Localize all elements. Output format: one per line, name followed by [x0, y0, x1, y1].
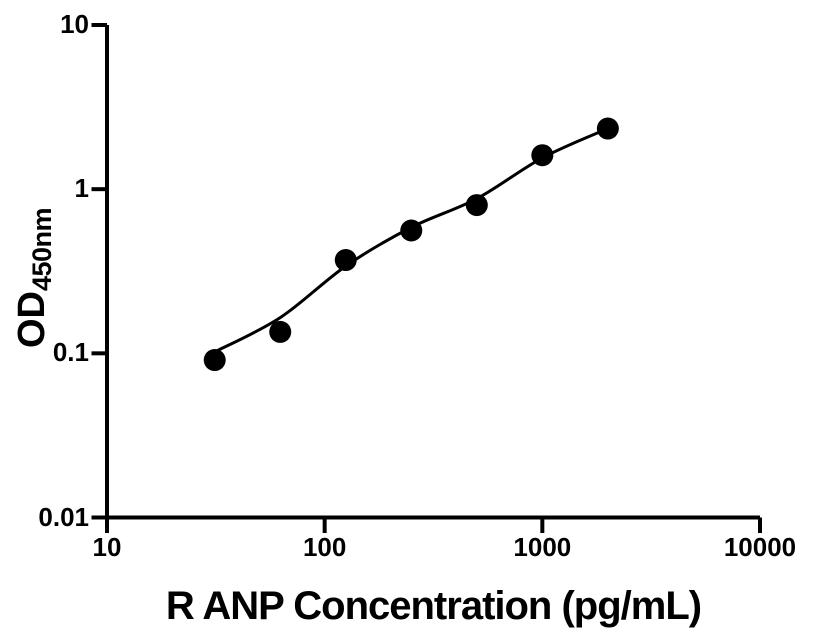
y-tick-label: 0.01 — [38, 501, 89, 532]
x-axis-title: R ANP Concentration (pg/mL) — [165, 584, 702, 628]
x-tick-label: 10000 — [723, 532, 797, 562]
data-point — [334, 249, 357, 272]
y-tick-label: 0.1 — [52, 337, 89, 368]
data-point — [465, 194, 488, 217]
data-point — [203, 349, 226, 372]
axis-spine — [105, 25, 760, 520]
x-tick-label: 1000 — [513, 532, 572, 562]
y-axis-title-main: OD — [11, 291, 53, 349]
y-tick-label: 1 — [74, 173, 89, 204]
y-tick-label: 10 — [60, 9, 89, 39]
data-point — [269, 320, 292, 343]
x-tick-label: 100 — [302, 532, 347, 562]
data-point — [400, 219, 423, 242]
data-point — [531, 144, 554, 167]
y-axis-title-subscript: 450nm — [27, 207, 57, 292]
data-point — [596, 117, 619, 140]
x-tick-label: 10 — [92, 532, 122, 562]
y-axis-title: OD450nm — [6, 128, 58, 428]
